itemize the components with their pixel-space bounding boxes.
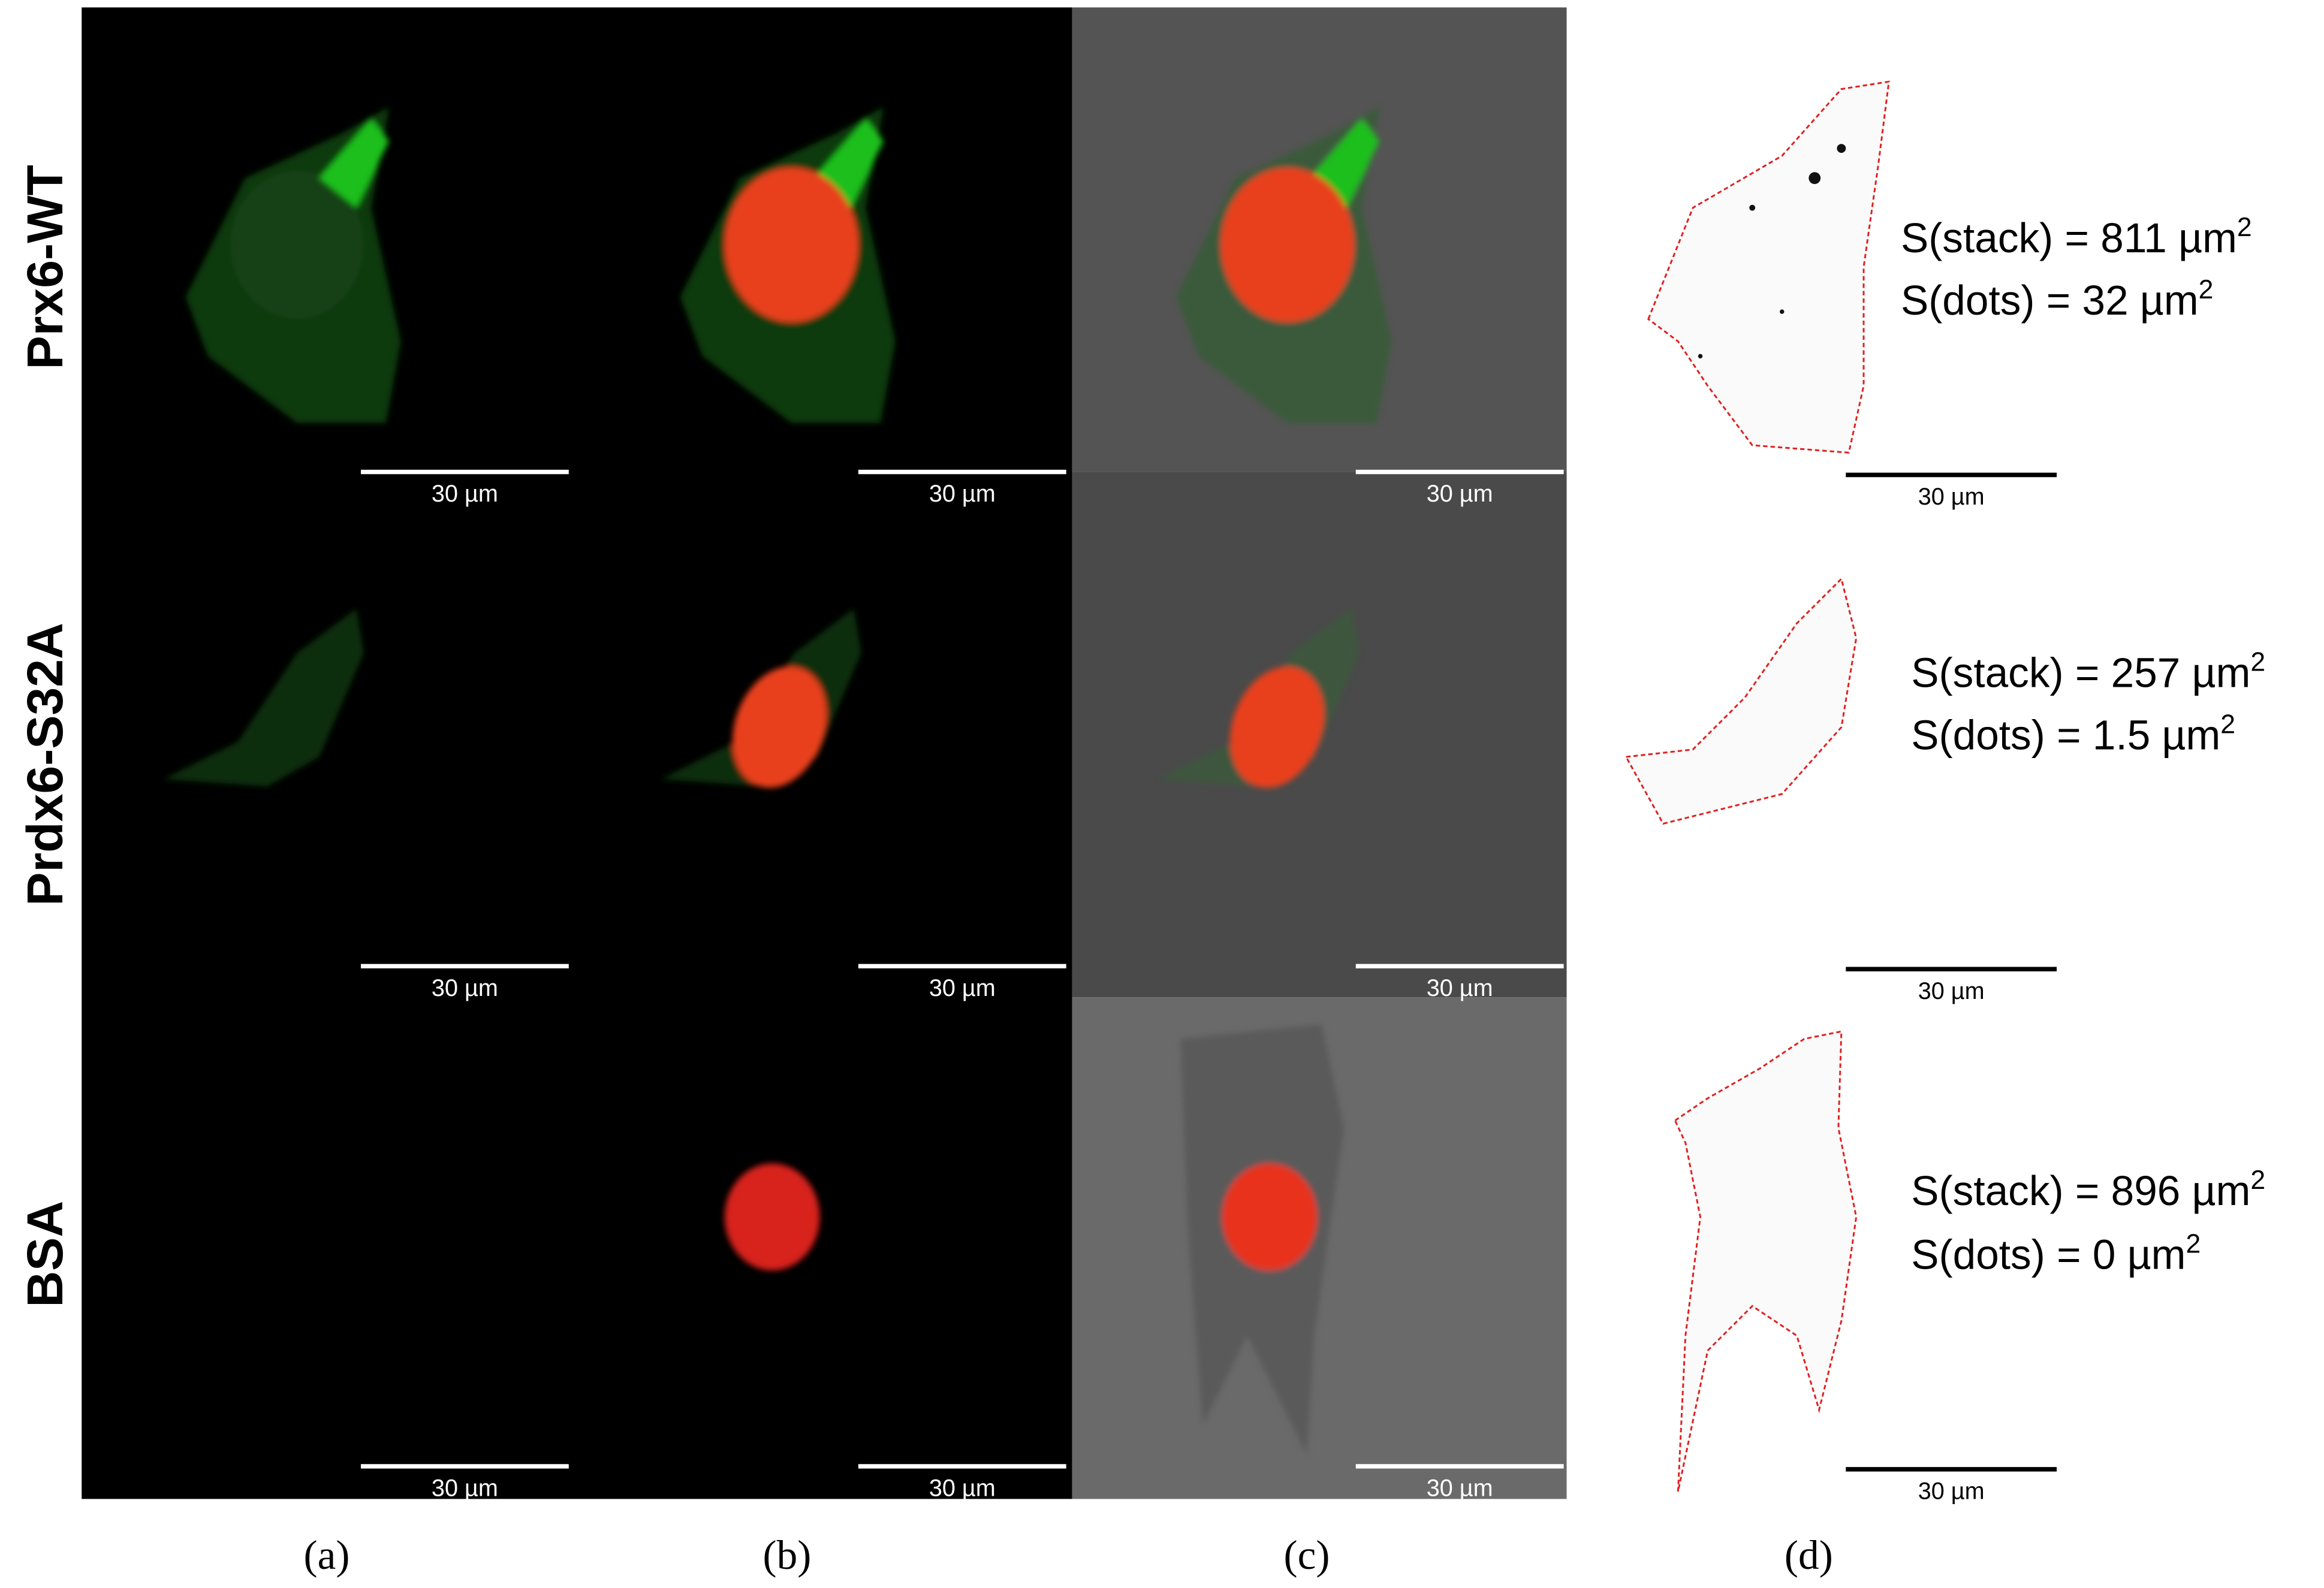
scale-bar-label: 30 µm [1427,481,1493,507]
measurement: S(dots) = 0 µm2 [1911,1229,2201,1278]
scale-bar-label: 30 µm [432,1475,498,1501]
measurement-text: S(dots) = 0 µm [1911,1231,2186,1278]
scale-bar-label: 30 µm [1918,1478,1985,1504]
measurement: S(stack) = 896 µm2 [1911,1166,2265,1214]
scale-bar-label: 30 µm [1427,1475,1493,1501]
measurement-text: S(stack) = 811 µm [1901,215,2237,261]
column-label: (c) [1284,1532,1330,1578]
measurement-superscript: 2 [2220,710,2235,739]
cell-images-row2 [163,608,1359,788]
measurement: S(dots) = 32 µm2 [1901,275,2214,324]
scale-bar-label: 30 µm [929,1475,996,1501]
measurement-superscript: 2 [2250,1166,2265,1195]
measurement: S(stack) = 257 µm2 [1911,647,2265,696]
scale-bar-label: 30 µm [1918,978,1985,1004]
measurement-superscript: 2 [2199,275,2214,304]
cell-images-row3 [724,1024,1344,1455]
scale-bar-label: 30 µm [432,975,498,1001]
scale-bar-label: 30 µm [929,481,996,507]
measurement-text: S(stack) = 257 µm [1911,650,2250,696]
measurement-superscript: 2 [2250,647,2265,677]
measurement-text: S(stack) = 896 µm [1911,1167,2250,1214]
row-label: Prx6-WT [17,165,73,369]
cell-images-row1 [185,107,1392,423]
measurement: S(dots) = 1.5 µm2 [1911,710,2235,758]
measurement-superscript: 2 [2186,1229,2201,1258]
column-label: (d) [1785,1532,1833,1578]
scale-bar-label: 30 µm [929,975,996,1001]
scale-bar-label: 30 µm [432,481,498,507]
measurement-text: S(dots) = 1.5 µm [1911,712,2220,759]
measurement-superscript: 2 [2237,213,2252,242]
measurement-text: S(dots) = 32 µm [1901,277,2199,324]
column-label: (a) [304,1532,350,1578]
cell-outlines [1624,80,1890,1492]
column-label: (b) [763,1532,812,1578]
dots [1698,144,1846,359]
row-label: BSA [17,1201,73,1308]
measurement: S(stack) = 811 µm2 [1901,213,2252,261]
row-label: Prdx6-S32A [17,623,73,906]
scale-bar-label: 30 µm [1918,484,1985,510]
scale-bar-label: 30 µm [1427,975,1493,1001]
